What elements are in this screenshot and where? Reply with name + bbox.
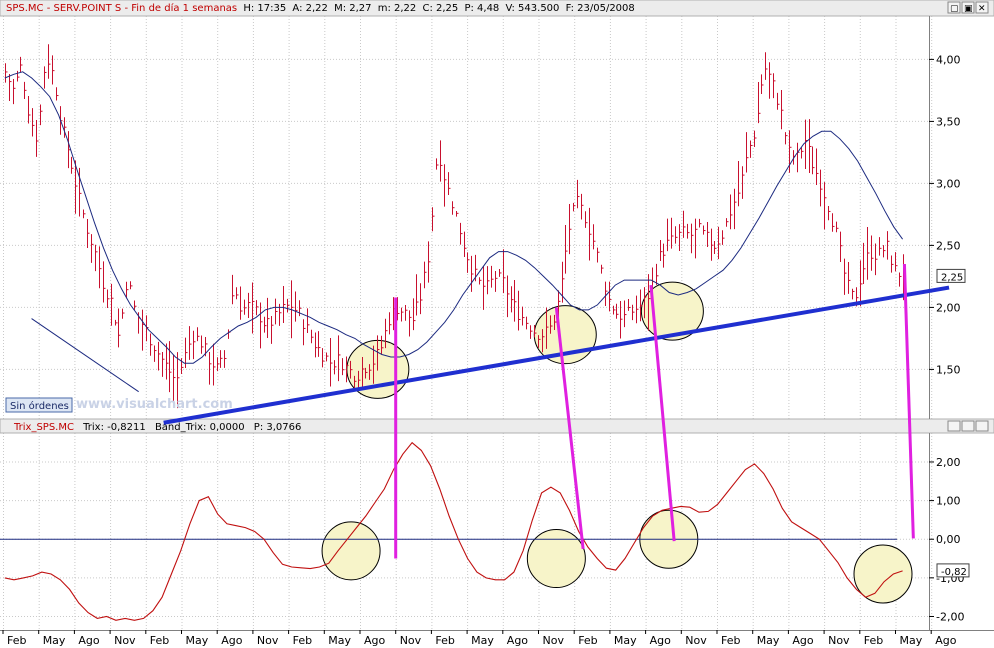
price-y-axis: 4,00 3,50 3,00 2,50 2,00 1,50 — [929, 53, 961, 376]
sin-ordenes-label: Sin órdenes — [10, 400, 69, 412]
trix-ytick-label: 1,00 — [936, 495, 961, 508]
trix-y-axis: 2,001,000,00-1,00-2,00 — [929, 456, 964, 623]
trend-lines — [31, 285, 950, 425]
min-label: m: 2,22 — [378, 3, 417, 14]
x-tick-label: Ago — [78, 634, 100, 647]
a-label: A: 2,22 — [292, 3, 327, 14]
period-label: Fin de día 1 semanas — [131, 2, 237, 14]
x-tick-label: Ago — [221, 634, 243, 647]
price-window-controls: ▢ ▣ ✕ — [947, 1, 989, 14]
x-tick-label: Nov — [828, 634, 850, 647]
trix-panel[interactable] — [0, 433, 929, 630]
symbol-label: SPS.MC — [6, 3, 44, 14]
x-tick-label: May — [186, 634, 209, 647]
descending-trend-line — [31, 318, 139, 393]
x-tick-label: May — [614, 634, 637, 647]
x-tick-label: May — [757, 634, 780, 647]
separator-1: - — [47, 3, 54, 14]
x-tick-label: Feb — [7, 634, 26, 647]
price-ytick-label: 1,50 — [936, 363, 961, 376]
x-tick-label: Nov — [257, 634, 279, 647]
x-tick-label: May — [900, 634, 923, 647]
price-panel[interactable] — [0, 16, 929, 419]
x-tick-label: Feb — [721, 634, 740, 647]
trix-highlight-circle — [526, 529, 586, 589]
volume-label: V: 543.500 — [505, 3, 559, 14]
price-ytick-label: 3,00 — [936, 177, 961, 190]
separator-2: - — [124, 3, 131, 14]
x-tick-label: Ago — [507, 634, 529, 647]
indicator-label: Trix_SPS.MC — [13, 422, 74, 433]
x-tick-label: Feb — [435, 634, 454, 647]
price-last-value: 2,25 — [941, 272, 963, 283]
x-tick-label: May — [471, 634, 494, 647]
trix-ytick-label: 0,00 — [936, 533, 961, 546]
trix-value-label: Trix: -0,8211 — [82, 422, 146, 433]
x-tick-label: May — [43, 634, 66, 647]
x-tick-label: May — [328, 634, 351, 647]
price-ytick-label: 2,50 — [936, 239, 961, 252]
maximize-button[interactable] — [961, 1, 975, 14]
trix-minimize-button[interactable] — [947, 420, 961, 432]
time-x-axis: Feb May Ago Nov Feb May Ago Nov Feb May Ago Nov Feb M… — [2, 630, 957, 647]
minimize-button[interactable] — [947, 1, 961, 14]
max-label: M: 2,27 — [334, 3, 371, 14]
pink-annotation-line — [554, 307, 585, 550]
trix-ytick-label: -2,00 — [936, 610, 964, 623]
watermark: www.visualchart.com — [76, 397, 233, 412]
x-tick-label: Nov — [400, 634, 422, 647]
price-ytick-label: 2,00 — [936, 301, 961, 314]
date-label: F: 23/05/2008 — [566, 3, 635, 14]
price-grid — [0, 16, 933, 419]
trix-p-label: P: 3,0766 — [254, 422, 302, 433]
trix-line — [4, 441, 903, 621]
maximize-icon: ▣ — [964, 4, 973, 14]
main-trend-line — [163, 285, 950, 425]
close-button[interactable] — [975, 1, 989, 14]
price-ytick-label: 3,50 — [936, 115, 961, 128]
minimize-icon: ▢ — [950, 4, 959, 14]
band-trix-label: Band_Trix: 0,0000 — [155, 422, 245, 433]
trix-window-controls — [947, 420, 989, 432]
pink-annotation-lines — [394, 263, 915, 559]
h-label: H: 17:35 — [243, 3, 286, 14]
trix-last-value-badge: -0,82 — [936, 563, 970, 578]
x-tick-label: Nov — [685, 634, 707, 647]
x-tick-label: Feb — [864, 634, 883, 647]
trix-last-value: -0,82 — [941, 567, 967, 578]
x-tick-label: Ago — [650, 634, 672, 647]
trix-highlight-circle — [321, 521, 381, 581]
price-ytick-label: 4,00 — [936, 53, 961, 66]
moving-average-line — [4, 71, 904, 364]
x-tick-label: Feb — [150, 634, 169, 647]
close-label: C: 2,25 — [422, 3, 458, 14]
trix-circles — [321, 509, 913, 604]
pink-annotation-line — [902, 263, 915, 539]
x-tick-label: Nov — [114, 634, 136, 647]
instrument-name: SERV.POINT S — [54, 3, 122, 14]
x-tick-label: Feb — [293, 634, 312, 647]
x-tick-label: Ago — [364, 634, 386, 647]
x-tick-label: Nov — [543, 634, 565, 647]
price-header: SPS.MC - SERV.POINT S - Fin de día 1 sem… — [6, 2, 635, 14]
x-tick-label: Ago — [792, 634, 814, 647]
pink-annotation-line — [649, 284, 676, 542]
sin-ordenes-box[interactable]: Sin órdenes — [5, 397, 73, 413]
p-label: P: 4,48 — [464, 3, 499, 14]
price-last-value-badge: 2,25 — [936, 268, 966, 283]
price-highlight-circle — [640, 281, 704, 341]
trix-close-button[interactable] — [975, 420, 989, 432]
x-tick-label: Feb — [578, 634, 597, 647]
close-icon: ✕ — [978, 4, 986, 14]
trix-maximize-button[interactable] — [961, 420, 975, 432]
trix-header: Trix_SPS.MC Trix: -0,8211 Band_Trix: 0,0… — [13, 422, 301, 433]
trix-highlight-circle — [853, 544, 913, 604]
trix-ytick-label: 2,00 — [936, 456, 961, 469]
x-tick-label: Ago — [935, 634, 957, 647]
